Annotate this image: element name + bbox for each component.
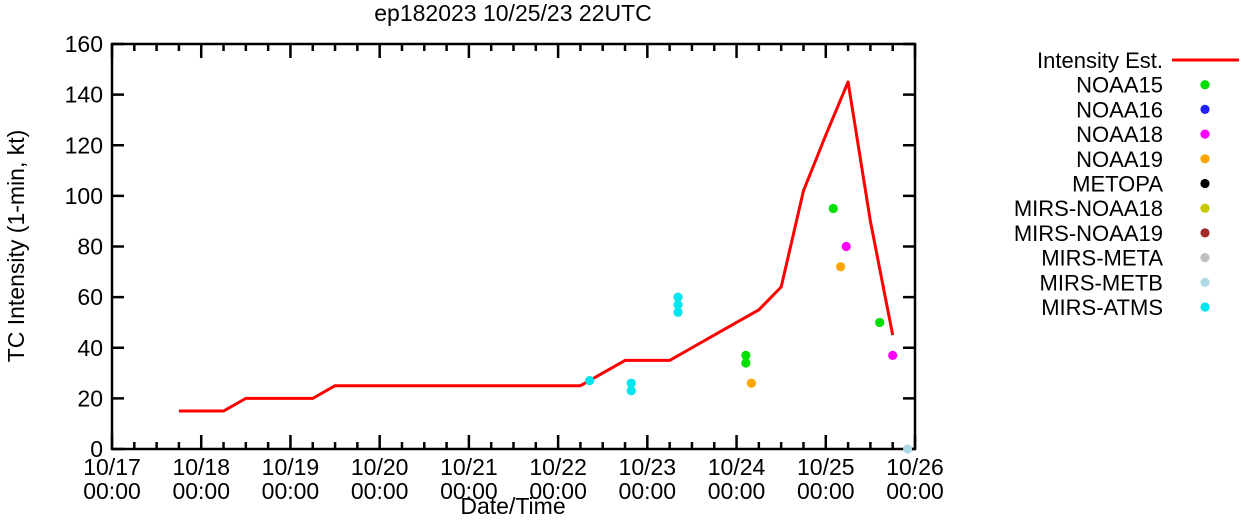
x-tick-label-time: 00:00 bbox=[619, 478, 677, 504]
legend-row: MIRS-META bbox=[1041, 246, 1210, 271]
x-tick-label-time: 00:00 bbox=[440, 478, 498, 504]
legend-marker-dot bbox=[1200, 178, 1210, 189]
x-tick-label-time: 00:00 bbox=[708, 478, 766, 504]
x-tick-label-date: 10/17 bbox=[83, 454, 141, 480]
legend-row: MIRS-NOAA18 bbox=[1014, 196, 1210, 221]
y-tick-label: 100 bbox=[65, 183, 103, 209]
x-tick-label-date: 10/20 bbox=[351, 454, 409, 480]
x-tick-label-time: 00:00 bbox=[529, 478, 587, 504]
legend-marker-dot bbox=[1200, 129, 1210, 139]
legend-label: MIRS-ATMS bbox=[1041, 295, 1163, 320]
y-tick-label: 160 bbox=[65, 31, 103, 57]
scatter-point-MIRS-ATMS bbox=[626, 386, 636, 396]
legend-row: NOAA19 bbox=[1076, 147, 1210, 172]
x-tick-label-date: 10/19 bbox=[262, 454, 320, 480]
scatter-point-NOAA19 bbox=[836, 262, 846, 272]
scatter-point-NOAA19 bbox=[746, 378, 757, 388]
legend-label: Intensity Est. bbox=[1037, 48, 1163, 73]
x-tick-label-time: 00:00 bbox=[172, 478, 230, 504]
legend-row: METOPA bbox=[1072, 172, 1210, 197]
x-tick-label-date: 10/24 bbox=[708, 454, 766, 480]
scatter-point-NOAA18 bbox=[841, 241, 851, 252]
legend-label: NOAA15 bbox=[1076, 73, 1163, 98]
axis-box bbox=[110, 42, 917, 451]
scatter-point-NOAA15 bbox=[741, 358, 751, 368]
legend-marker-dot bbox=[1200, 80, 1210, 90]
scatter-point-MIRS-METB bbox=[902, 444, 913, 454]
legend-row: Intensity Est. bbox=[1037, 48, 1239, 73]
x-tick-label-date: 10/26 bbox=[886, 454, 944, 480]
intensity-line bbox=[178, 80, 895, 413]
x-tick-label-time: 00:00 bbox=[83, 478, 141, 504]
legend-label: NOAA18 bbox=[1076, 122, 1163, 147]
x-tick-label-date: 10/23 bbox=[619, 454, 677, 480]
axes-layer: 02040608010012014016010/1700:0010/1800:0… bbox=[65, 31, 944, 504]
legend-marker-dot bbox=[1200, 203, 1210, 213]
scatter-point-MIRS-ATMS bbox=[626, 378, 636, 388]
y-tick-label: 120 bbox=[65, 132, 103, 158]
y-tick-label: 0 bbox=[90, 436, 103, 462]
x-tick-label-time: 00:00 bbox=[262, 478, 320, 504]
legend-label: MIRS-METB bbox=[1040, 270, 1163, 295]
legend-label: NOAA16 bbox=[1076, 97, 1163, 122]
series-layer bbox=[178, 80, 913, 454]
scatter-point-MIRS-ATMS bbox=[673, 300, 683, 310]
x-tick-label-date: 10/25 bbox=[797, 454, 855, 480]
scatter-point-NOAA15 bbox=[828, 203, 838, 214]
legend: Intensity Est.NOAA15NOAA16NOAA18NOAA19ME… bbox=[1014, 48, 1239, 320]
x-tick-label-time: 00:00 bbox=[797, 478, 855, 504]
legend-marker-dot bbox=[1200, 228, 1210, 238]
legend-label: MIRS-META bbox=[1041, 246, 1163, 271]
x-tick-label-time: 00:00 bbox=[886, 478, 944, 504]
legend-label: METOPA bbox=[1072, 172, 1163, 197]
legend-marker-dot bbox=[1200, 253, 1210, 263]
scatter-point-NOAA15 bbox=[875, 317, 885, 328]
y-axis-label: TC Intensity (1-min, kt) bbox=[3, 130, 29, 363]
legend-row: MIRS-METB bbox=[1040, 270, 1210, 295]
y-tick-label: 80 bbox=[77, 234, 103, 260]
x-tick-label-date: 10/22 bbox=[529, 454, 587, 480]
legend-row: MIRS-NOAA19 bbox=[1014, 221, 1210, 246]
y-tick-label: 60 bbox=[77, 284, 103, 310]
legend-label: MIRS-NOAA18 bbox=[1014, 196, 1163, 221]
x-tick-label-date: 10/18 bbox=[172, 454, 230, 480]
legend-row: NOAA18 bbox=[1076, 122, 1210, 147]
y-tick-label: 140 bbox=[65, 82, 103, 108]
scatter-point-NOAA15 bbox=[741, 350, 751, 360]
y-tick-label: 20 bbox=[77, 385, 103, 411]
scatter-point-MIRS-ATMS bbox=[673, 307, 683, 317]
legend-marker-dot bbox=[1200, 154, 1210, 164]
x-axis-label: Date/Time bbox=[460, 493, 565, 519]
y-tick-label: 40 bbox=[77, 335, 103, 361]
legend-marker-dot bbox=[1200, 104, 1210, 114]
scatter-point-NOAA18 bbox=[888, 350, 898, 360]
x-tick-label-date: 10/21 bbox=[440, 454, 498, 480]
scatter-point-MIRS-ATMS bbox=[673, 292, 683, 302]
legend-label: NOAA19 bbox=[1076, 147, 1163, 172]
legend-label: MIRS-NOAA19 bbox=[1014, 221, 1163, 246]
legend-row: MIRS-ATMS bbox=[1041, 295, 1210, 320]
x-tick-label-time: 00:00 bbox=[351, 478, 409, 504]
legend-row: NOAA16 bbox=[1076, 97, 1210, 122]
legend-row: NOAA15 bbox=[1076, 73, 1210, 98]
scatter-point-MIRS-ATMS bbox=[585, 376, 595, 386]
chart-title: ep182023 10/25/23 22UTC bbox=[374, 0, 652, 26]
legend-marker-dot bbox=[1200, 277, 1210, 287]
legend-marker-dot bbox=[1200, 302, 1210, 312]
